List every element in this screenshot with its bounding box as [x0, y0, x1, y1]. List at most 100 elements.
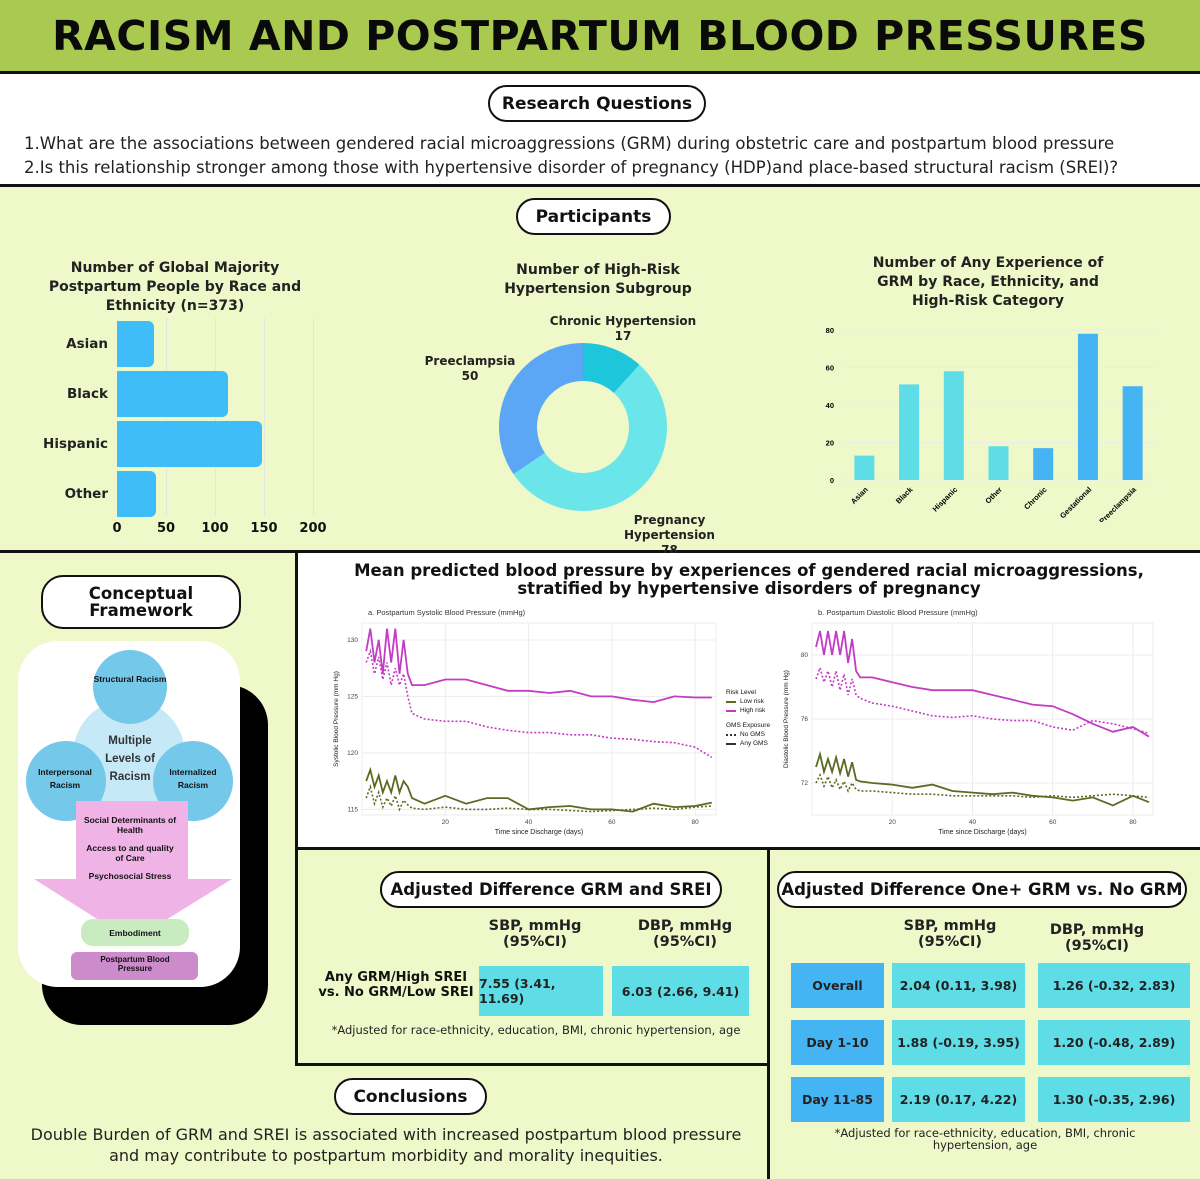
line-charts-heading: Mean predicted blood pressure by experie… — [354, 561, 1144, 598]
outcome-label: Postpartum Blood Pressure — [100, 955, 170, 973]
overall-sbp: 2.04 (0.11, 3.98) — [892, 963, 1025, 1008]
preeclampsia-label-text: Preeclampsia — [424, 354, 516, 368]
bar-label-other: Other — [64, 486, 108, 502]
donut-slice-pregnancy-hypertension — [513, 364, 667, 511]
framework-diagram — [26, 650, 233, 980]
one-grm-heading: Adjusted Difference One+ GRM vs. No GRM — [777, 871, 1187, 908]
one-grm-footnote: *Adjusted for race-ethnicity, education,… — [834, 1126, 1136, 1152]
grm-chart-title: Number of Any Experience of GRM by Race,… — [872, 255, 1104, 309]
donut-slice-preeclampsia — [499, 343, 583, 475]
series-low-risk-any-gms — [365, 766, 712, 813]
x-tick-asian: Asian — [849, 485, 870, 506]
bar-label-black: Black — [66, 386, 108, 402]
row-label-day1-10: Day 1-10 — [791, 1020, 884, 1065]
legend-no-gms: No GMS — [740, 731, 765, 738]
y-tick-76: 76 — [801, 716, 809, 723]
grm-srei-dbp-value: 6.03 (2.66, 9.41) — [612, 966, 749, 1016]
grm-srei-row-label: Any GRM/High SREI vs. No GRM/Low SREI — [318, 970, 474, 1000]
bar-hispanic — [117, 421, 263, 467]
pregnancy-label-text: Pregnancy Hypertension — [624, 513, 715, 542]
one-grm-dbp-header: DBP, mmHg (95%CI) — [1049, 922, 1145, 954]
grm-srei-dbp-header: DBP, mmHg (95%CI) — [637, 918, 733, 950]
conceptual-framework-section: Conceptual Framework Structural Racism M… — [0, 553, 298, 1066]
x-tick-40: 40 — [969, 819, 977, 826]
embodiment-box — [81, 919, 189, 946]
structural-circle — [93, 650, 167, 724]
conclusions-text: Double Burden of GRM and SREI is associa… — [30, 1125, 742, 1165]
legend-gms-title: GMS Exposure — [726, 722, 771, 729]
y-tick-80: 80 — [826, 326, 834, 335]
y-tick-20: 20 — [826, 439, 834, 448]
series-high-risk-any-gms — [365, 628, 712, 704]
y-tick-115: 115 — [348, 806, 359, 813]
legend-any-gms: Any GMS — [740, 740, 768, 747]
legend-low-risk: Low risk — [740, 698, 764, 705]
interpersonal-racism-label: Interpersonal Racism — [38, 767, 92, 790]
donut-slice-chronic-hypertension — [583, 343, 640, 393]
psychosocial-stress-label: Psychosocial Stress — [88, 871, 172, 881]
x-tick-gestational: Gestational — [1058, 485, 1093, 520]
series-high-risk-no-gms — [815, 665, 1150, 735]
x-tick-other: Other — [983, 485, 1004, 506]
x-tick-60: 60 — [1049, 819, 1057, 826]
low-risk-swatch — [726, 700, 736, 703]
bar-label-hispanic: Hispanic — [43, 436, 108, 452]
overall-dbp: 1.26 (-0.32, 2.83) — [1038, 963, 1190, 1008]
research-question-2: 2.Is this relationship stronger among th… — [24, 158, 1119, 177]
line-charts-section: Mean predicted blood pressure by experie… — [298, 553, 1200, 850]
bar-asian — [854, 455, 875, 480]
line-legend: Risk Level Low risk High risk GMS Exposu… — [726, 688, 806, 748]
x-tick-chronic: Chronic — [1022, 485, 1048, 511]
grm-srei-sbp-value: 7.55 (3.41, 11.69) — [479, 966, 603, 1016]
series-high-risk-any-gms — [815, 630, 1150, 738]
x-tick-hispanic: Hispanic — [931, 485, 959, 513]
conclusions-section: Conclusions Double Burden of GRM and SRE… — [0, 1066, 770, 1179]
chronic-label-text: Chronic Hypertension — [549, 314, 697, 328]
series-low-risk-any-gms — [815, 750, 1150, 807]
y-tick-120: 120 — [347, 750, 358, 757]
y-tick-130: 130 — [347, 637, 358, 644]
grm-srei-sbp-header: SBP, mmHg (95%CI) — [488, 918, 582, 950]
bar-label-asian: Asian — [66, 336, 108, 352]
y-tick-60: 60 — [826, 364, 834, 373]
day1-10-sbp: 1.88 (-0.19, 3.95) — [892, 1020, 1025, 1065]
y-tick-72: 72 — [801, 780, 809, 787]
bar-other — [117, 471, 157, 517]
multiple-levels-label: Multiple Levels of Racism — [105, 735, 155, 783]
x-tick-100: 100 — [201, 521, 229, 536]
framework-heading: Conceptual Framework — [41, 575, 241, 629]
hypertension-donut-chart — [499, 343, 667, 511]
research-questions-section: Research Questions 1.What are the associ… — [0, 74, 1200, 187]
access-care-label: Access to and quality of Care — [86, 843, 174, 863]
bar-black — [899, 384, 920, 480]
donut-chart-title: Number of High-Risk Hypertension Subgrou… — [504, 262, 692, 297]
downward-arrow — [34, 801, 232, 941]
y-tick-80: 80 — [801, 652, 809, 659]
research-question-1: 1.What are the associations between gend… — [24, 134, 1115, 153]
one-grm-sbp-header: SBP, mmHg (95%CI) — [903, 918, 997, 950]
x-tick-preeclampsia: Preeclampsia — [1097, 484, 1138, 522]
x-tick-80: 80 — [692, 819, 700, 826]
structural-racism-label: Structural Racism — [93, 674, 167, 684]
bar-asian — [117, 321, 155, 367]
grm-experience-bar-chart: 0 20 40 60 80 Asian Black Hispanic Other Chronic G… — [826, 326, 1155, 522]
sdoh-label: Social Determinants of Health — [83, 815, 177, 835]
line-chart-title: b. Postpartum Diastolic Blood Pressure (… — [818, 608, 978, 617]
bar-other — [988, 446, 1009, 480]
bar-chronic — [1033, 448, 1054, 480]
page-title: RACISM AND POSTPARTUM BLOOD PRESSURES — [52, 11, 1148, 60]
race-chart-title: Number of Global Majority Postpartum Peo… — [48, 260, 302, 314]
diastolic-line-chart: b. Postpartum Diastolic Blood Pressure (… — [783, 608, 1154, 836]
embodiment-label: Embodiment — [109, 928, 161, 938]
x-tick-0: 0 — [112, 521, 122, 536]
x-tick-20: 20 — [889, 819, 897, 826]
series-low-risk-no-gms — [815, 772, 1150, 799]
x-tick-40: 40 — [525, 819, 533, 826]
x-tick-60: 60 — [608, 819, 616, 826]
day11-85-sbp: 2.19 (0.17, 4.22) — [892, 1077, 1025, 1122]
x-tick-80: 80 — [1129, 819, 1137, 826]
bar-hispanic — [943, 371, 964, 480]
x-tick-200: 200 — [299, 521, 327, 536]
donut-label-chronic: Chronic Hypertension 17 — [548, 314, 698, 344]
x-tick-150: 150 — [250, 521, 278, 536]
